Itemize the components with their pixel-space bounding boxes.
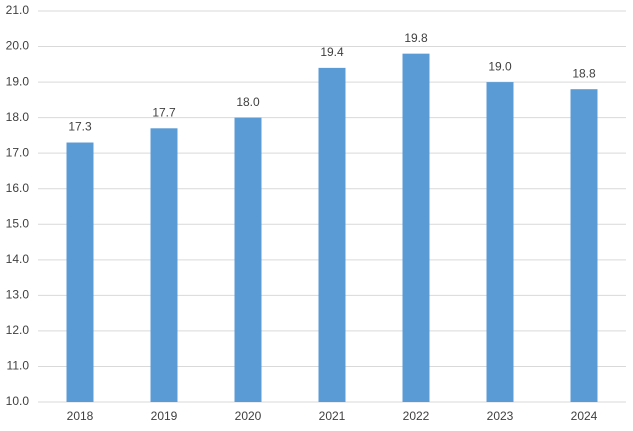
y-tick-label: 14.0 [6,252,30,266]
bar [570,89,598,402]
y-tick-label: 21.0 [6,3,30,17]
y-tick-label: 18.0 [6,110,30,124]
y-tick-label: 13.0 [6,288,30,302]
x-tick-label: 2021 [319,409,346,423]
y-tick-label: 20.0 [6,39,30,53]
x-tick-label: 2023 [487,409,514,423]
y-tick-label: 10.0 [6,394,30,408]
value-label: 18.0 [236,95,260,109]
y-tick-label: 11.0 [7,359,30,373]
bar [402,53,430,403]
y-tick-label: 16.0 [6,181,30,195]
value-label: 19.8 [404,31,428,45]
value-label: 18.8 [572,66,596,80]
x-tick-label: 2024 [571,409,598,423]
bar [234,117,262,403]
value-label: 17.7 [152,105,176,119]
bar [486,82,514,402]
x-tick-label: 2018 [67,409,94,423]
value-label: 19.0 [488,59,512,73]
y-tick-label: 15.0 [6,216,30,230]
x-tick-label: 2019 [151,409,178,423]
x-tick-label: 2022 [403,409,430,423]
value-label: 17.3 [68,120,92,134]
y-tick-label: 12.0 [6,323,30,337]
bar [150,128,178,403]
bar [66,142,94,402]
x-tick-label: 2020 [235,409,262,423]
bar [318,67,346,402]
value-label: 19.4 [320,45,344,59]
y-tick-label: 19.0 [6,74,30,88]
y-tick-label: 17.0 [6,145,30,159]
